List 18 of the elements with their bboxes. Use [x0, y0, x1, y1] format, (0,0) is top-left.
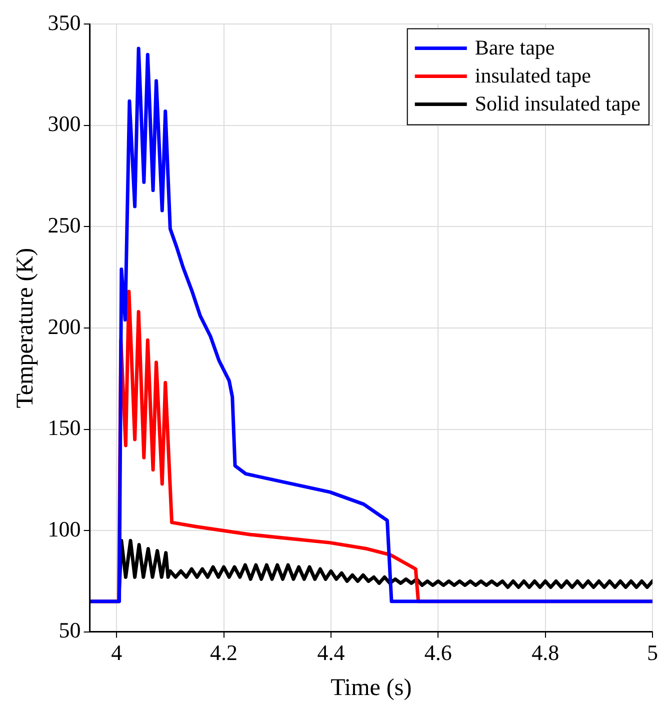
- legend-label: Solid insulated tape: [474, 92, 641, 116]
- y-tick-label: 350: [48, 10, 81, 35]
- x-tick-label: 4.4: [317, 640, 345, 665]
- x-tick-label: 4.2: [210, 640, 238, 665]
- x-tick-label: 4.8: [532, 640, 560, 665]
- y-tick-label: 200: [48, 314, 81, 339]
- x-tick-label: 4.6: [424, 640, 452, 665]
- y-tick-label: 300: [48, 111, 81, 136]
- y-axis-title: Temperature (K): [12, 248, 39, 408]
- y-tick-label: 250: [48, 212, 81, 238]
- y-tick-label: 100: [48, 516, 81, 542]
- y-tick-label: 150: [48, 415, 81, 440]
- legend-label: Bare tape: [474, 36, 555, 60]
- legend-label: insulated tape: [474, 64, 591, 88]
- y-tick-label: 50: [58, 618, 81, 643]
- x-tick-label: 4: [111, 640, 122, 665]
- x-tick-label: 5: [647, 640, 658, 665]
- x-axis-title: Time (s): [330, 674, 412, 701]
